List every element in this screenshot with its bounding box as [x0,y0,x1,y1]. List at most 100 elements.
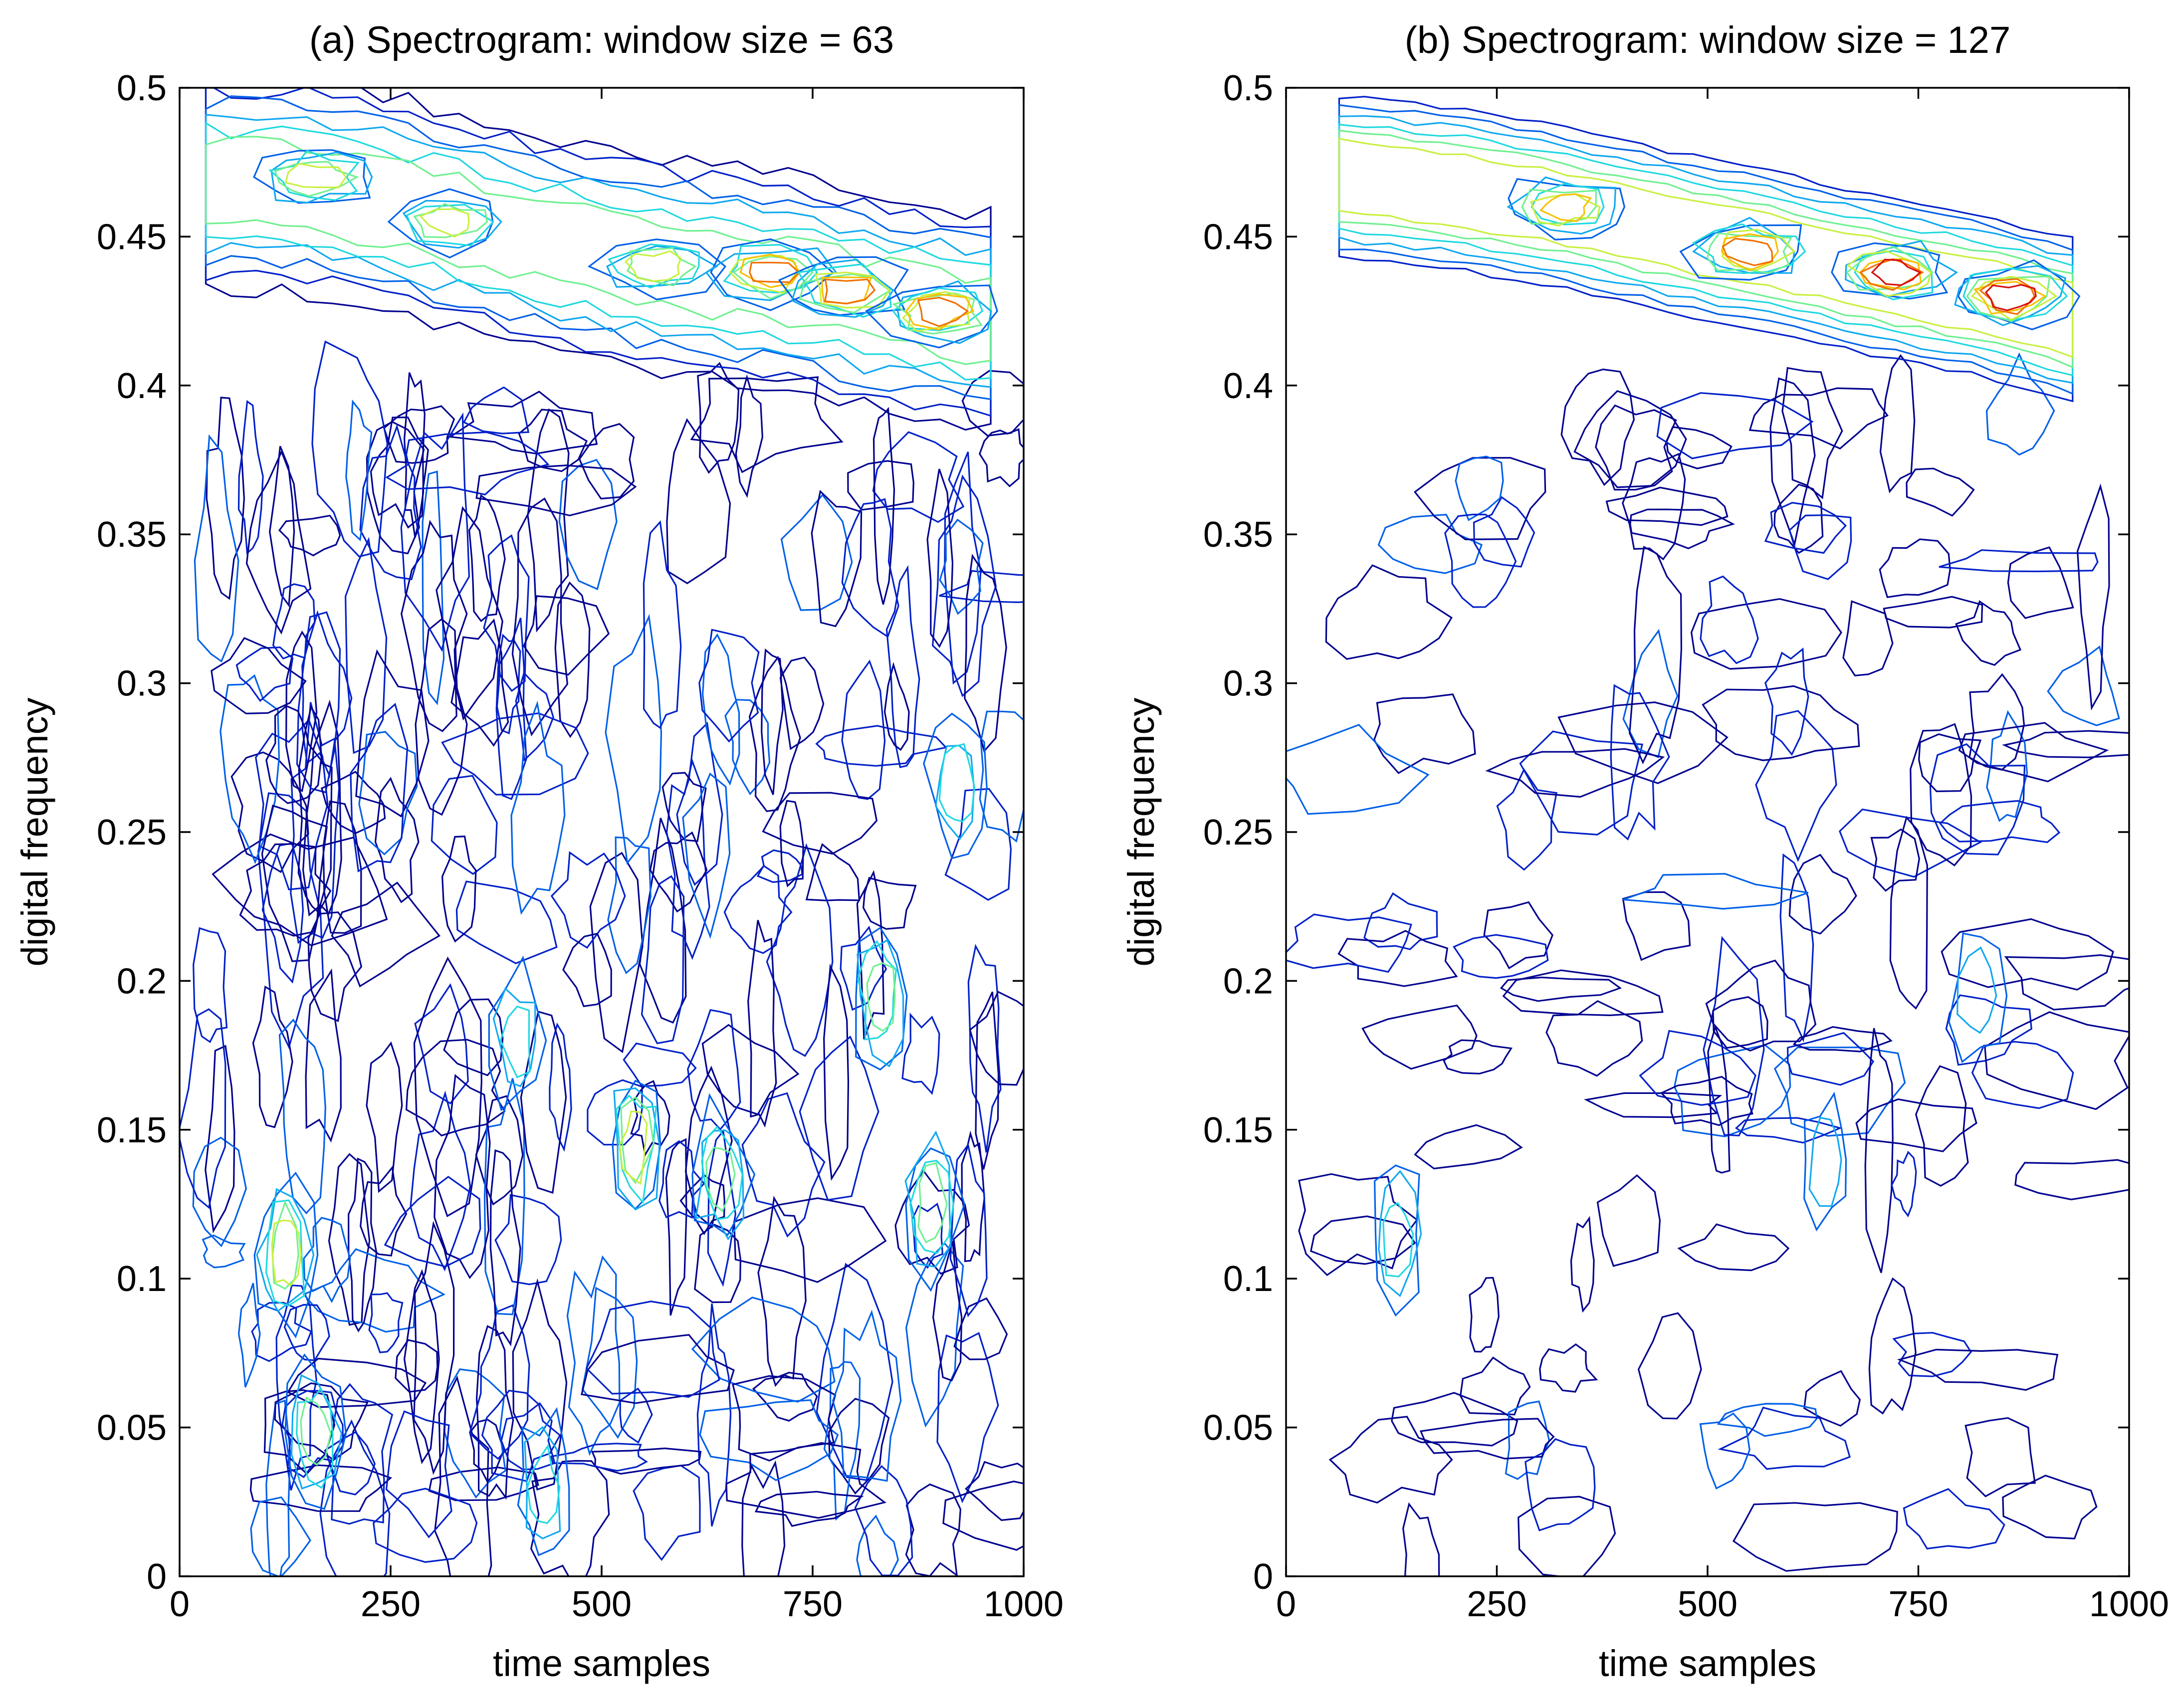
hot-spot-contour [253,1171,319,1338]
noise-contour [828,1398,890,1495]
noise-contour [250,1496,311,1576]
noise-contour [1328,1416,1453,1504]
y-tick-label: 0.2 [117,961,167,1001]
noise-contour [1712,996,1768,1049]
noise-contour [975,991,1000,1170]
noise-contour [235,646,294,702]
noise-contour [395,1339,438,1393]
noise-contour [1879,354,1916,493]
y-tick-label: 0.25 [1203,813,1273,853]
noise-contour [1583,1092,1723,1118]
x-tick-label: 250 [1467,1584,1526,1624]
noise-contour [724,699,771,796]
noise-contour [550,851,626,949]
x-tick-label: 750 [1888,1584,1948,1624]
hot-spot-contour [1382,1202,1414,1278]
noise-contour [619,1387,653,1444]
noise-contour [747,920,777,1128]
noise-contour [206,397,245,600]
hot-spot-contour [857,940,897,1041]
noise-contour [261,805,328,962]
noise-contour [665,758,710,960]
contour-area [1286,96,2129,1576]
noise-contour [366,1041,403,1193]
noise-contour [1703,936,1765,1137]
hot-spot-contour [797,263,892,318]
noise-contour [1673,1044,1791,1137]
noise-contour [245,449,312,635]
noise-contour [1918,733,1982,793]
ridge-contour [1338,138,2074,358]
hot-spot-contour [778,256,909,316]
noise-contour [1929,743,2026,855]
noise-contour [1413,457,1546,541]
noise-contour [605,614,662,865]
hot-spot-contour [624,250,682,282]
noise-contour [1639,1030,1756,1106]
noise-contour [961,1130,985,1263]
noise-contour [901,1012,940,1095]
noise-contour [649,831,708,913]
noise-contour [251,1301,312,1362]
noise-contour [1773,1046,1906,1137]
noise-contour [1707,1024,1731,1174]
noise-contour [1803,1370,1861,1427]
noise-contour [1666,426,1733,469]
noise-contour [961,370,1024,437]
hot-spot-contour [1722,237,1773,266]
noise-contour [932,1241,963,1382]
noise-contour [1984,1011,2129,1110]
noise-contour [511,497,569,737]
y-tick-label: 0.4 [117,366,167,406]
noise-contour [690,376,844,473]
noise-contour [302,699,342,917]
noise-contour [469,1419,505,1484]
ridge-contour [205,136,992,365]
noise-contour [475,1095,524,1206]
noise-contour [287,1357,427,1408]
noise-contour [468,1304,530,1460]
y-tick-label: 0.45 [1203,217,1273,257]
noise-contour [301,610,353,779]
hot-spot-contour [857,939,904,1068]
noise-contour [192,1136,247,1248]
noise-contour [1629,546,1683,765]
noise-contour [1864,1028,1894,1274]
noise-contour [1787,1032,1875,1086]
noise-contour [448,391,598,455]
noise-contour [979,428,1024,487]
noise-contour [383,405,455,464]
noise-contour [883,661,910,751]
hot-spot-contour [1854,250,1934,300]
hot-spot-contour [492,987,536,1087]
hot-spot-contour [923,712,988,859]
noise-contour [455,880,558,964]
noise-contour [585,1300,720,1398]
y-tick-label: 0 [147,1557,167,1597]
noise-contour [211,637,307,715]
x-tick-label: 0 [1276,1584,1296,1624]
noise-contour [1773,483,1824,554]
noise-contour [434,1073,491,1280]
noise-contour [799,1035,879,1201]
noise-contour [1788,854,1857,935]
noise-contour [219,674,280,864]
hot-spot-contour [732,255,814,300]
noise-contour [249,1464,393,1512]
hot-spot-contour [387,188,494,259]
noise-contour [202,1234,246,1269]
noise-contour [944,451,982,685]
noise-contour [1595,404,1677,491]
noise-contour [1699,1412,1750,1490]
noise-contour [1705,959,1817,1052]
x-tick-label: 250 [361,1584,421,1624]
noise-contour [252,985,293,1128]
hot-spot-contour [271,1219,302,1287]
noise-contour [475,464,637,517]
noise-contour [360,1165,408,1257]
noise-contour [1596,1174,1661,1267]
hot-spot-contour [892,287,984,332]
noise-contour [863,877,917,930]
noise-contour [1570,1216,1595,1313]
noise-contour [1469,1277,1500,1353]
